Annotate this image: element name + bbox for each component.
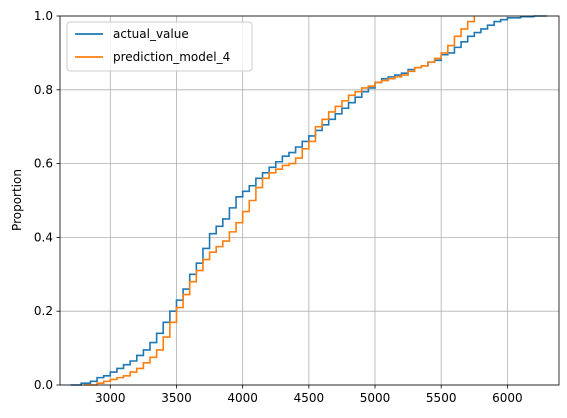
x-tick-label: 6000 [492, 391, 523, 405]
x-axis: 3000 3500 4000 4500 5000 5500 6000 [95, 385, 523, 405]
legend-box [66, 21, 253, 72]
plot-area [60, 16, 559, 385]
y-axis-label: Proportion [10, 169, 24, 231]
legend-entry-prediction-model-4: prediction_model_4 [113, 50, 230, 64]
y-tick-label: 1.0 [34, 9, 53, 23]
legend: actual_value prediction_model_4 [66, 21, 253, 72]
y-tick-label: 0.6 [34, 157, 53, 171]
x-tick-label: 3000 [95, 391, 126, 405]
series-line-actual-value [70, 15, 548, 386]
x-tick-label: 5500 [426, 391, 457, 405]
x-tick-label: 4000 [227, 391, 258, 405]
y-tick-label: 0.4 [34, 230, 53, 244]
x-tick-label: 4500 [294, 391, 325, 405]
plot-frame [59, 15, 560, 386]
legend-entry-actual-value: actual_value [113, 27, 189, 41]
series-lines [70, 15, 548, 386]
y-axis: 0.0 0.2 0.4 0.6 0.8 1.0 [34, 9, 60, 392]
y-tick-label: 0.2 [34, 304, 53, 318]
x-tick-label: 5000 [360, 391, 391, 405]
x-tick-label: 3500 [161, 391, 192, 405]
series-line-prediction-model-4 [83, 16, 476, 386]
y-tick-label: 0.0 [34, 378, 53, 392]
y-tick-label: 0.8 [34, 83, 53, 97]
